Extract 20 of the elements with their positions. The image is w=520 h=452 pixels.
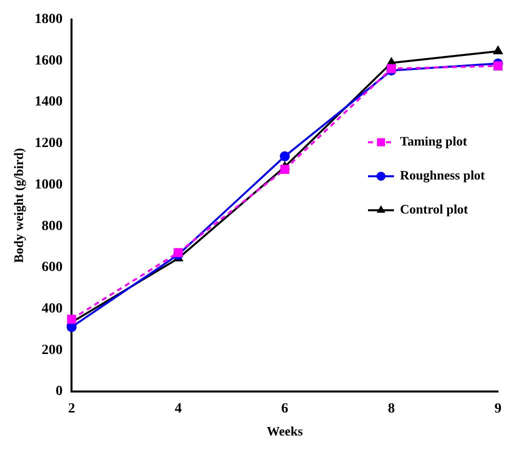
y-axis-title: Body weight (g/bird) (11, 148, 26, 263)
legend-label: Taming plot (400, 134, 468, 149)
y-tick-label: 200 (42, 342, 63, 358)
y-tick-label: 1000 (34, 177, 63, 192)
y-tick-label: 400 (42, 302, 63, 316)
y-tick-label: 1600 (34, 53, 63, 68)
y-tick-label: 1200 (34, 136, 63, 152)
y-tick-label: 600 (42, 260, 63, 276)
legend-label: Control plot (400, 202, 469, 217)
x-tick-label: 4 (174, 402, 182, 417)
x-tick-label: 9 (494, 402, 502, 417)
y-tick-label: 0 (56, 384, 63, 400)
y-tick-label: 1400 (34, 94, 63, 110)
x-axis-title: Weeks (266, 424, 303, 439)
x-tick-label: 8 (388, 402, 395, 417)
y-tick-label: 800 (42, 218, 63, 234)
legend-label: Roughness plot (400, 168, 486, 183)
x-tick-label: 2 (68, 402, 76, 417)
y-tick-label: 1800 (34, 12, 63, 28)
x-tick-label: 6 (281, 402, 288, 417)
